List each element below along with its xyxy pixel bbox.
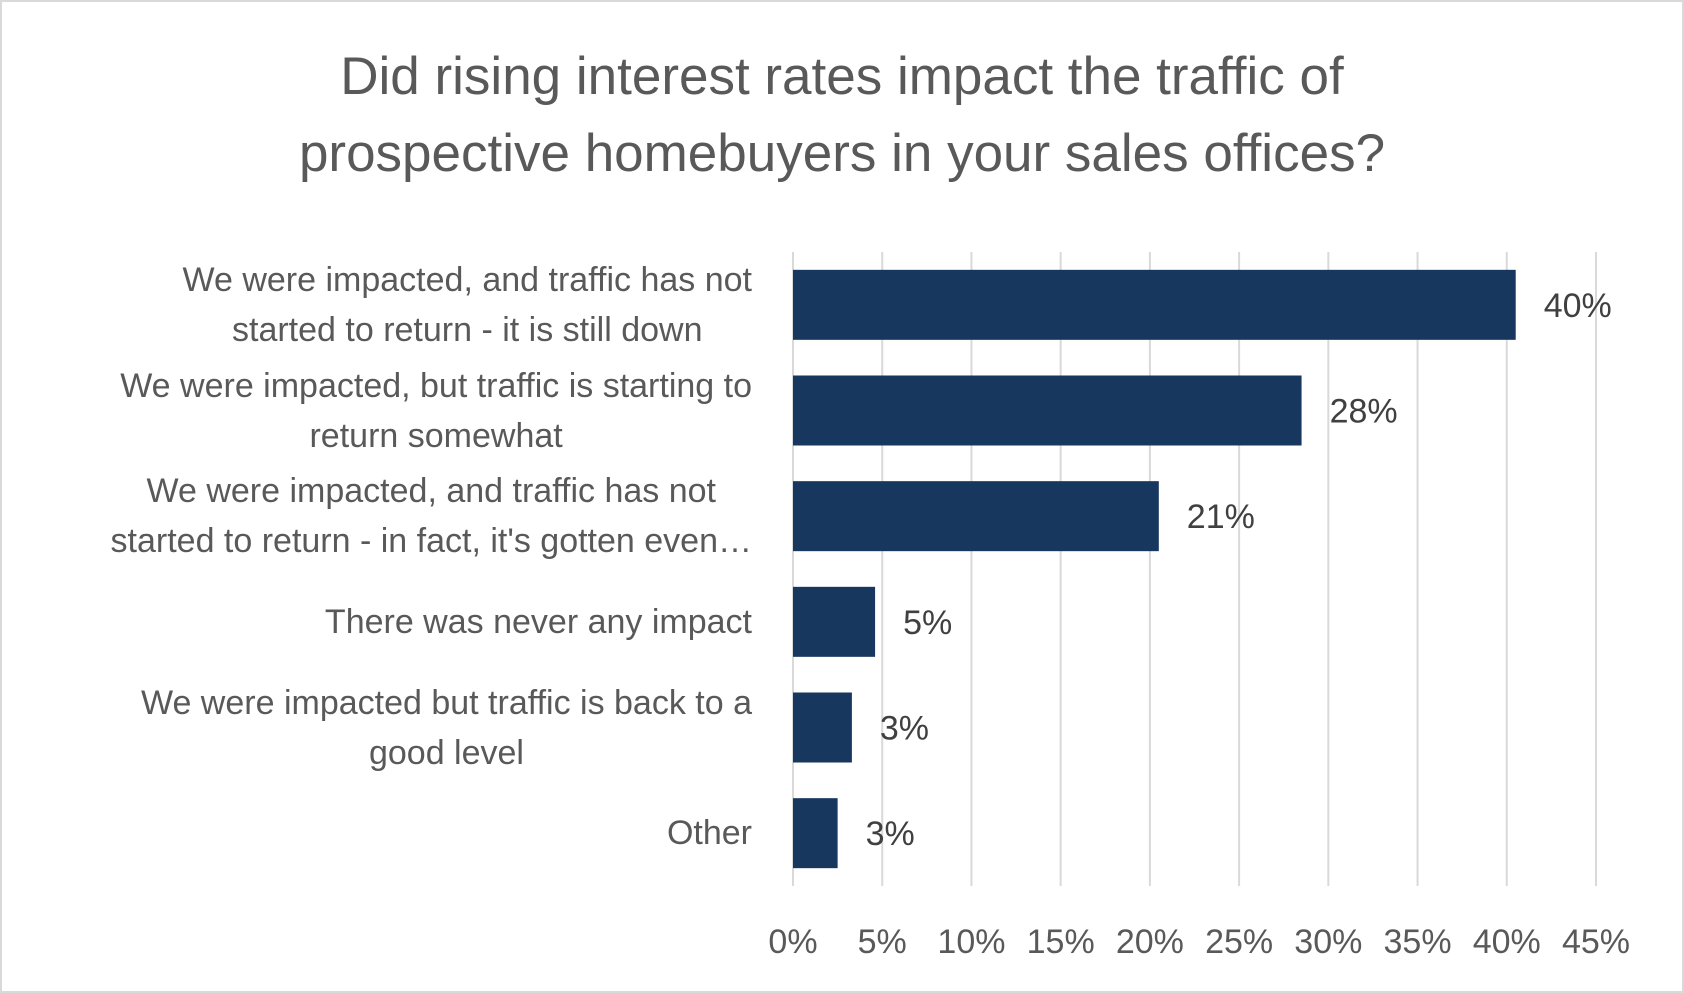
category-label: We were impacted, but traffic is startin… <box>120 358 752 464</box>
bar <box>793 375 1302 446</box>
category-label: There was never any impact <box>325 569 752 675</box>
x-tick-label: 10% <box>937 923 1005 961</box>
category-label-text: We were impacted, and traffic has not sta… <box>111 466 752 566</box>
x-tick-label: 40% <box>1473 923 1541 961</box>
x-tick-label: 35% <box>1384 923 1452 961</box>
category-label-text: We were impacted, and traffic has not sta… <box>183 255 752 355</box>
category-label-line: good level <box>368 733 524 772</box>
data-label: 3% <box>866 815 915 853</box>
category-label-text: There was never any impact <box>325 597 752 647</box>
x-tick-label: 20% <box>1116 923 1184 961</box>
category-label-line: We were impacted, but traffic is startin… <box>120 366 752 405</box>
category-label-line: We were impacted, and traffic has not <box>182 261 752 299</box>
data-label: 21% <box>1187 498 1255 536</box>
data-label: 5% <box>903 604 952 642</box>
data-label: 40% <box>1544 287 1612 325</box>
chart-title: Did rising interest rates impact the tra… <box>0 38 1684 192</box>
category-label-text: We were impacted but traffic is back to … <box>141 678 752 778</box>
x-tick-label: 0% <box>768 923 817 961</box>
bar <box>793 269 1516 340</box>
chart-title-line: Did rising interest rates impact the tra… <box>340 47 1344 106</box>
category-label: Other <box>667 780 752 886</box>
x-tick-label: 5% <box>858 923 907 961</box>
bar <box>793 586 876 657</box>
category-label-line: started to return - it is still down <box>232 311 703 349</box>
category-label-text: We were impacted, but traffic is startin… <box>120 361 752 461</box>
x-tick-label: 45% <box>1562 923 1630 961</box>
bar <box>793 481 1159 552</box>
data-label: 3% <box>880 710 929 748</box>
category-label-line: We were impacted, and traffic has not <box>146 472 716 511</box>
category-label-line: Other <box>666 814 752 853</box>
x-tick-label: 30% <box>1294 923 1362 961</box>
category-label: We were impacted, and traffic has not sta… <box>111 463 752 569</box>
category-label-line: return somewhat <box>309 416 563 455</box>
x-tick-label: 15% <box>1027 923 1095 961</box>
category-label-line: There was never any impact <box>324 603 752 641</box>
data-label: 28% <box>1330 393 1398 431</box>
category-label-line: We were impacted but traffic is back to … <box>140 683 752 722</box>
x-tick-label: 25% <box>1205 923 1273 961</box>
category-label: We were impacted but traffic is back to … <box>141 675 752 781</box>
category-label-text: Other <box>667 808 752 858</box>
category-label: We were impacted, and traffic has not sta… <box>183 252 752 358</box>
bar <box>793 798 838 869</box>
category-label-line: started to return - in fact, it's gotten… <box>110 522 752 561</box>
bar <box>793 692 852 763</box>
chart-title-line: prospective homebuyers in your sales off… <box>298 124 1386 183</box>
